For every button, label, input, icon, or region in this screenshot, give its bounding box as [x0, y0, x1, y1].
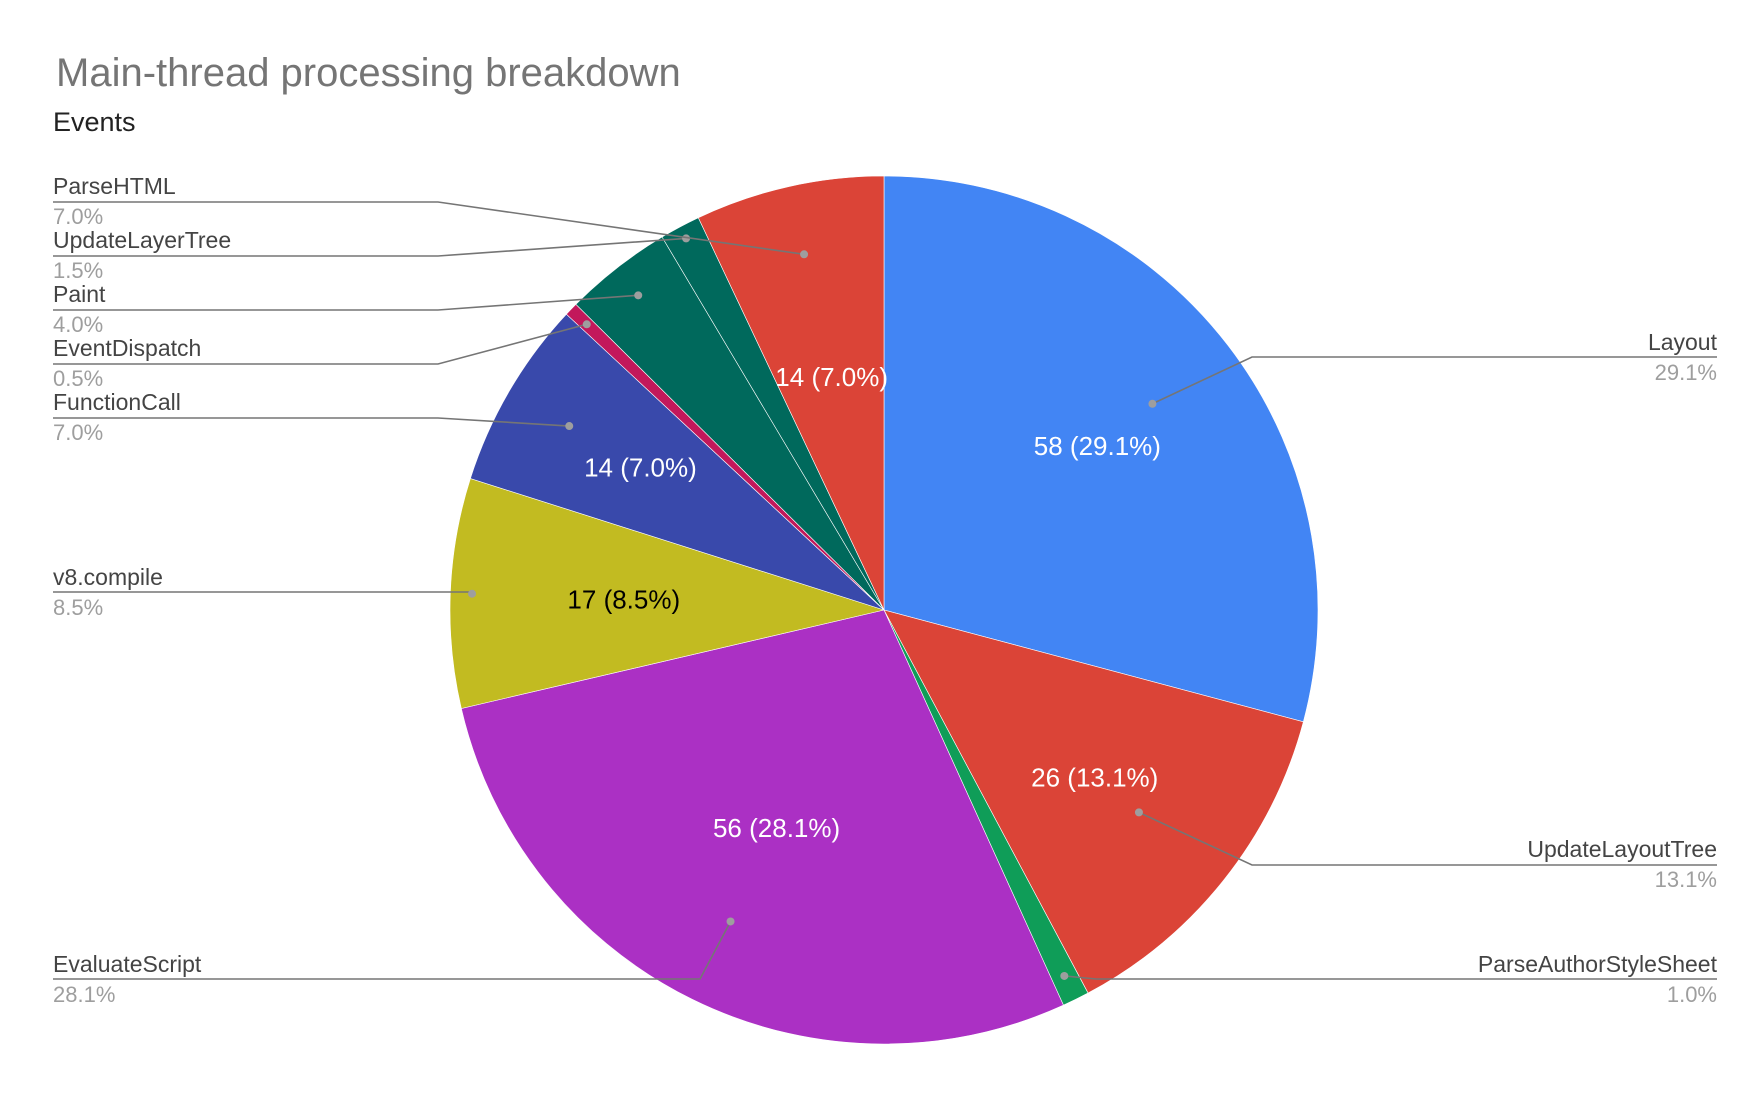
slice-value-labels: 58 (29.1%) 26 (13.1%) 56 (28.1%) 17 (8.5%) 1… — [567, 362, 1161, 843]
slice-name-label-v8-compile: v8.compile — [53, 564, 163, 590]
slice-percent-label-updatelayouttree: 13.1% — [1655, 867, 1717, 892]
slice-name-label-evaluatescript: EvaluateScript — [53, 951, 202, 977]
slice-parsehtml[interactable] — [697, 175, 885, 611]
slice-name-label-eventdispatch: EventDispatch — [53, 335, 201, 361]
slice-legend-labels: Layout 29.1% UpdateLayoutTree 13.1% ParseAut… — [53, 173, 1718, 1007]
leader-line-functioncall — [53, 417, 570, 427]
leader-line-paint — [53, 294, 639, 311]
leader-line-layout — [1152, 356, 1717, 405]
slice-value-label-functioncall: 14 (7.0%) — [584, 453, 697, 483]
leader-dot-paint — [634, 291, 643, 300]
slice-value-label-v8-compile: 17 (8.5%) — [567, 585, 680, 615]
slice-percent-label-layout: 29.1% — [1655, 360, 1717, 385]
slice-percent-label-paint: 4.0% — [53, 312, 103, 337]
slice-name-label-paint: Paint — [53, 281, 106, 307]
slice-name-label-functioncall: FunctionCall — [53, 389, 181, 415]
slice-percent-label-eventdispatch: 0.5% — [53, 366, 103, 391]
leader-dot-eventdispatch — [582, 320, 591, 329]
slice-evaluatescript[interactable] — [460, 609, 1064, 1045]
leader-dot-functioncall — [565, 422, 574, 431]
slice-value-label-layout: 58 (29.1%) — [1034, 431, 1161, 461]
leader-line-parseauthorstylesheet — [1064, 975, 1717, 980]
slice-value-label-updatelayouttree: 26 (13.1%) — [1031, 762, 1158, 792]
slices — [449, 175, 1319, 1045]
slice-name-label-parseauthorstylesheet: ParseAuthorStyleSheet — [1478, 951, 1718, 977]
slice-percent-label-parsehtml: 7.0% — [53, 204, 103, 229]
slice-name-label-updatelayouttree: UpdateLayoutTree — [1527, 836, 1717, 862]
leader-dot-evaluatescript — [726, 917, 735, 926]
slice-percent-label-v8-compile: 8.5% — [53, 595, 103, 620]
leader-lines — [53, 201, 1717, 980]
slice-updatelayouttree[interactable] — [883, 609, 1304, 994]
leader-line-v8-compile — [53, 591, 473, 595]
leader-dot-v8-compile — [468, 589, 477, 598]
chart-title: Main-thread processing breakdown — [56, 51, 681, 95]
slice-name-label-parsehtml: ParseHTML — [53, 173, 176, 199]
leader-dot-layout — [1148, 399, 1157, 408]
slice-percent-label-evaluatescript: 28.1% — [53, 982, 115, 1007]
slice-functioncall[interactable] — [470, 313, 885, 611]
leader-dot-parsehtml — [800, 250, 809, 259]
leader-dot-updatelayouttree — [1134, 808, 1143, 817]
slice-layout[interactable] — [883, 175, 1319, 723]
chart-subtitle: Events — [53, 107, 136, 137]
leader-line-evaluatescript — [53, 921, 732, 980]
leader-line-updatelayouttree — [1138, 811, 1717, 866]
slice-percent-label-parseauthorstylesheet: 1.0% — [1667, 982, 1717, 1007]
leader-line-updatelayertree — [53, 237, 687, 257]
slice-v8-compile[interactable] — [449, 478, 886, 709]
leader-line-eventdispatch — [53, 323, 587, 365]
leader-dot-parseauthorstylesheet — [1060, 971, 1069, 980]
slice-value-label-evaluatescript: 56 (28.1%) — [713, 813, 840, 843]
slice-value-label-parsehtml: 14 (7.0%) — [775, 362, 888, 392]
slice-name-label-updatelayertree: UpdateLayerTree — [53, 227, 231, 253]
leader-line-parsehtml — [53, 201, 805, 256]
slice-percent-label-updatelayertree: 1.5% — [53, 258, 103, 283]
slice-name-label-layout: Layout — [1648, 329, 1718, 355]
slice-percent-label-functioncall: 7.0% — [53, 420, 103, 445]
